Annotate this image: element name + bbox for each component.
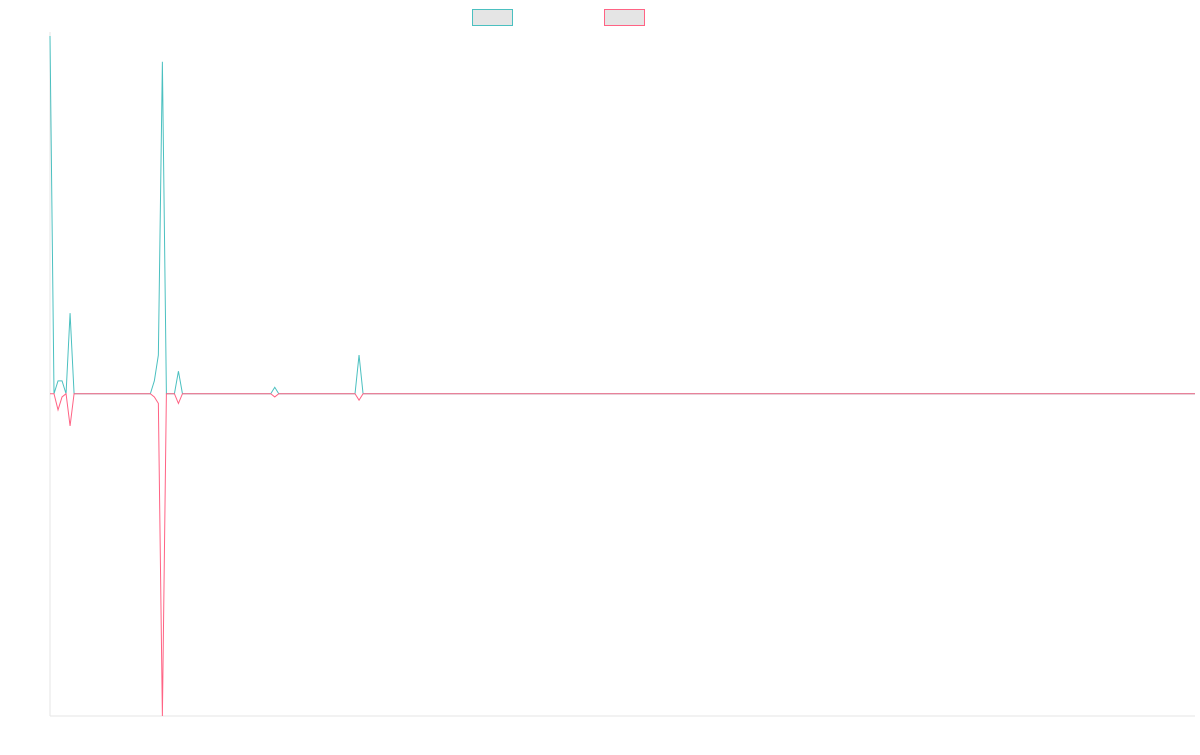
legend-swatch-2[interactable] bbox=[605, 10, 645, 26]
legend-swatch-1[interactable] bbox=[473, 10, 513, 26]
series-line-2 bbox=[50, 394, 1195, 716]
series-line-1 bbox=[50, 36, 1195, 394]
